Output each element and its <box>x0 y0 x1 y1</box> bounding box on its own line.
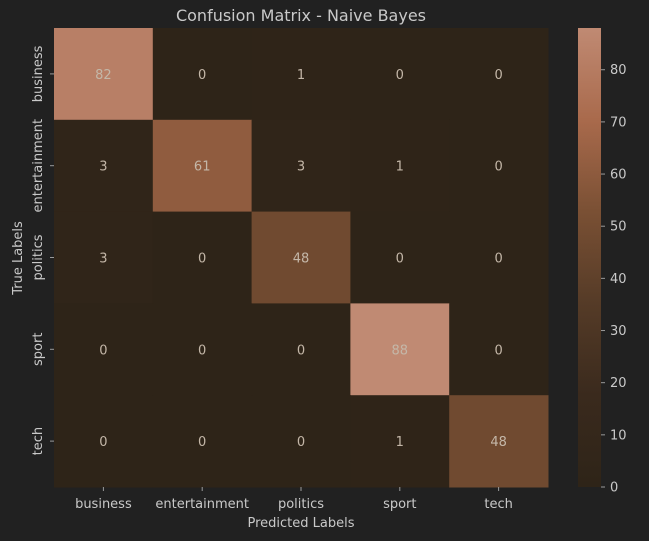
heatmap-cell <box>449 28 549 121</box>
colorbar-tick-label: 70 <box>610 115 627 130</box>
cell-value-label: 0 <box>494 160 502 175</box>
heatmap-cell <box>251 28 351 121</box>
heatmap-cell <box>449 395 549 488</box>
x-tick-labels: business entertainment politics sport tech <box>75 487 513 512</box>
x-tick-label: politics <box>278 497 324 512</box>
heatmap-cell <box>54 395 154 488</box>
cell-value-label: 1 <box>297 68 305 83</box>
cell-value-label: 0 <box>396 252 404 267</box>
cell-value-label: 0 <box>494 252 502 267</box>
colorbar-tick-label: 50 <box>610 220 627 235</box>
y-tick-label: business <box>31 45 46 102</box>
colorbar-tick-label: 40 <box>610 272 627 287</box>
heatmap-cell <box>152 211 253 304</box>
heatmap-cells: 82 0 1 0 0 3 61 3 1 0 3 0 48 0 0 0 0 0 88 0 0 0 0 1 48 <box>54 28 549 488</box>
heatmap-cell <box>54 28 154 121</box>
cell-value-label: 3 <box>297 160 305 175</box>
cell-value-label: 0 <box>198 68 206 83</box>
heatmap-cell <box>251 395 351 488</box>
heatmap-cell <box>251 119 351 213</box>
heatmap-cell <box>449 119 549 213</box>
y-tick-label: politics <box>31 234 46 280</box>
colorbar-tick-label: 80 <box>610 63 627 78</box>
x-tick-label: entertainment <box>155 497 249 512</box>
cell-value-label: 82 <box>95 68 112 83</box>
heatmap-cell <box>152 303 253 396</box>
heatmap-cell <box>152 28 253 121</box>
heatmap-cell <box>350 303 450 396</box>
cell-value-label: 0 <box>198 252 206 267</box>
colorbar-tick-label: 30 <box>610 324 627 339</box>
x-tick-label: business <box>75 497 132 512</box>
y-axis-label: True Labels <box>11 221 26 296</box>
cell-value-label: 1 <box>396 435 404 450</box>
colorbar-tick-label: 60 <box>610 168 627 183</box>
y-tick-label: tech <box>31 427 46 455</box>
heatmap-cell <box>54 119 154 213</box>
cell-value-label: 0 <box>297 343 305 358</box>
cell-value-label: 61 <box>194 160 211 175</box>
x-axis-label: Predicted Labels <box>247 516 354 531</box>
chart-title: Confusion Matrix - Naive Bayes <box>176 6 426 25</box>
cell-value-label: 1 <box>396 160 404 175</box>
heatmap-cell <box>54 211 154 304</box>
colorbar-tick-label: 0 <box>610 481 618 496</box>
heatmap-cell <box>152 395 253 488</box>
x-tick-label: tech <box>484 497 512 512</box>
y-tick-labels: business entertainment politics sport tech <box>31 45 54 455</box>
heatmap-cell <box>251 211 351 304</box>
heatmap-cell <box>350 211 450 304</box>
heatmap-cell <box>350 395 450 488</box>
heatmap-cell <box>449 211 549 304</box>
cell-value-label: 88 <box>392 343 409 358</box>
heatmap-cell <box>251 303 351 396</box>
cell-value-label: 0 <box>99 435 107 450</box>
cell-value-label: 0 <box>494 68 502 83</box>
y-tick-label: entertainment <box>31 119 46 213</box>
heatmap-cell <box>54 303 154 396</box>
x-tick-label: sport <box>383 497 416 512</box>
cell-value-label: 0 <box>99 343 107 358</box>
y-tick-label: sport <box>31 333 46 366</box>
cell-value-label: 0 <box>198 343 206 358</box>
cell-value-label: 0 <box>297 435 305 450</box>
heatmap-cell <box>152 119 253 213</box>
heatmap-cell <box>350 28 450 121</box>
heatmap-cell <box>350 119 450 213</box>
colorbar-gradient <box>578 28 601 487</box>
cell-value-label: 0 <box>396 68 404 83</box>
cell-value-label: 48 <box>293 252 310 267</box>
cell-value-label: 3 <box>99 160 107 175</box>
cell-value-label: 48 <box>490 435 507 450</box>
cell-value-label: 0 <box>494 343 502 358</box>
cell-value-label: 3 <box>99 252 107 267</box>
colorbar-tick-label: 10 <box>610 428 627 443</box>
heatmap-cell <box>449 303 549 396</box>
colorbar-tick-label: 20 <box>610 376 627 391</box>
colorbar: 0 10 20 30 40 50 60 70 80 <box>578 28 627 496</box>
cell-value-label: 0 <box>198 435 206 450</box>
